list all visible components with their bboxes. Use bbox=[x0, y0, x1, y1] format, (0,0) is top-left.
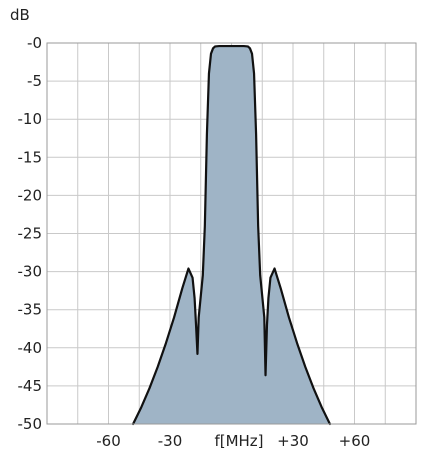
y-tick-label: -40 bbox=[18, 339, 43, 357]
x-tick-label: +60 bbox=[339, 432, 371, 450]
y-tick-label: -30 bbox=[18, 263, 43, 281]
x-tick-labels: -60 -30 +30 +60 bbox=[96, 432, 370, 450]
y-axis-label: dB bbox=[10, 6, 30, 24]
x-tick-label: +30 bbox=[277, 432, 309, 450]
y-tick-label: -50 bbox=[18, 415, 43, 433]
series-layer bbox=[132, 44, 331, 426]
x-axis-label: f[MHz] bbox=[214, 432, 263, 450]
spectrum-outline bbox=[132, 44, 331, 426]
y-tick-labels: -0 -5 -10 -15 -20 -25 -30 -35 -40 -45 -50 bbox=[18, 34, 43, 433]
y-tick-label: -25 bbox=[18, 225, 43, 243]
x-tick-label: -60 bbox=[96, 432, 121, 450]
y-tick-label: -45 bbox=[18, 377, 43, 395]
plot-frame bbox=[46, 42, 417, 425]
y-tick-label: -10 bbox=[18, 110, 43, 128]
y-tick-label: -0 bbox=[27, 34, 42, 52]
y-tick-label: -15 bbox=[18, 148, 43, 166]
y-tick-label: -5 bbox=[27, 72, 42, 90]
x-tick-label: -30 bbox=[158, 432, 183, 450]
y-tick-label: -20 bbox=[18, 186, 43, 204]
spectrum-fill-area bbox=[133, 46, 330, 425]
y-tick-label: -35 bbox=[18, 301, 43, 319]
